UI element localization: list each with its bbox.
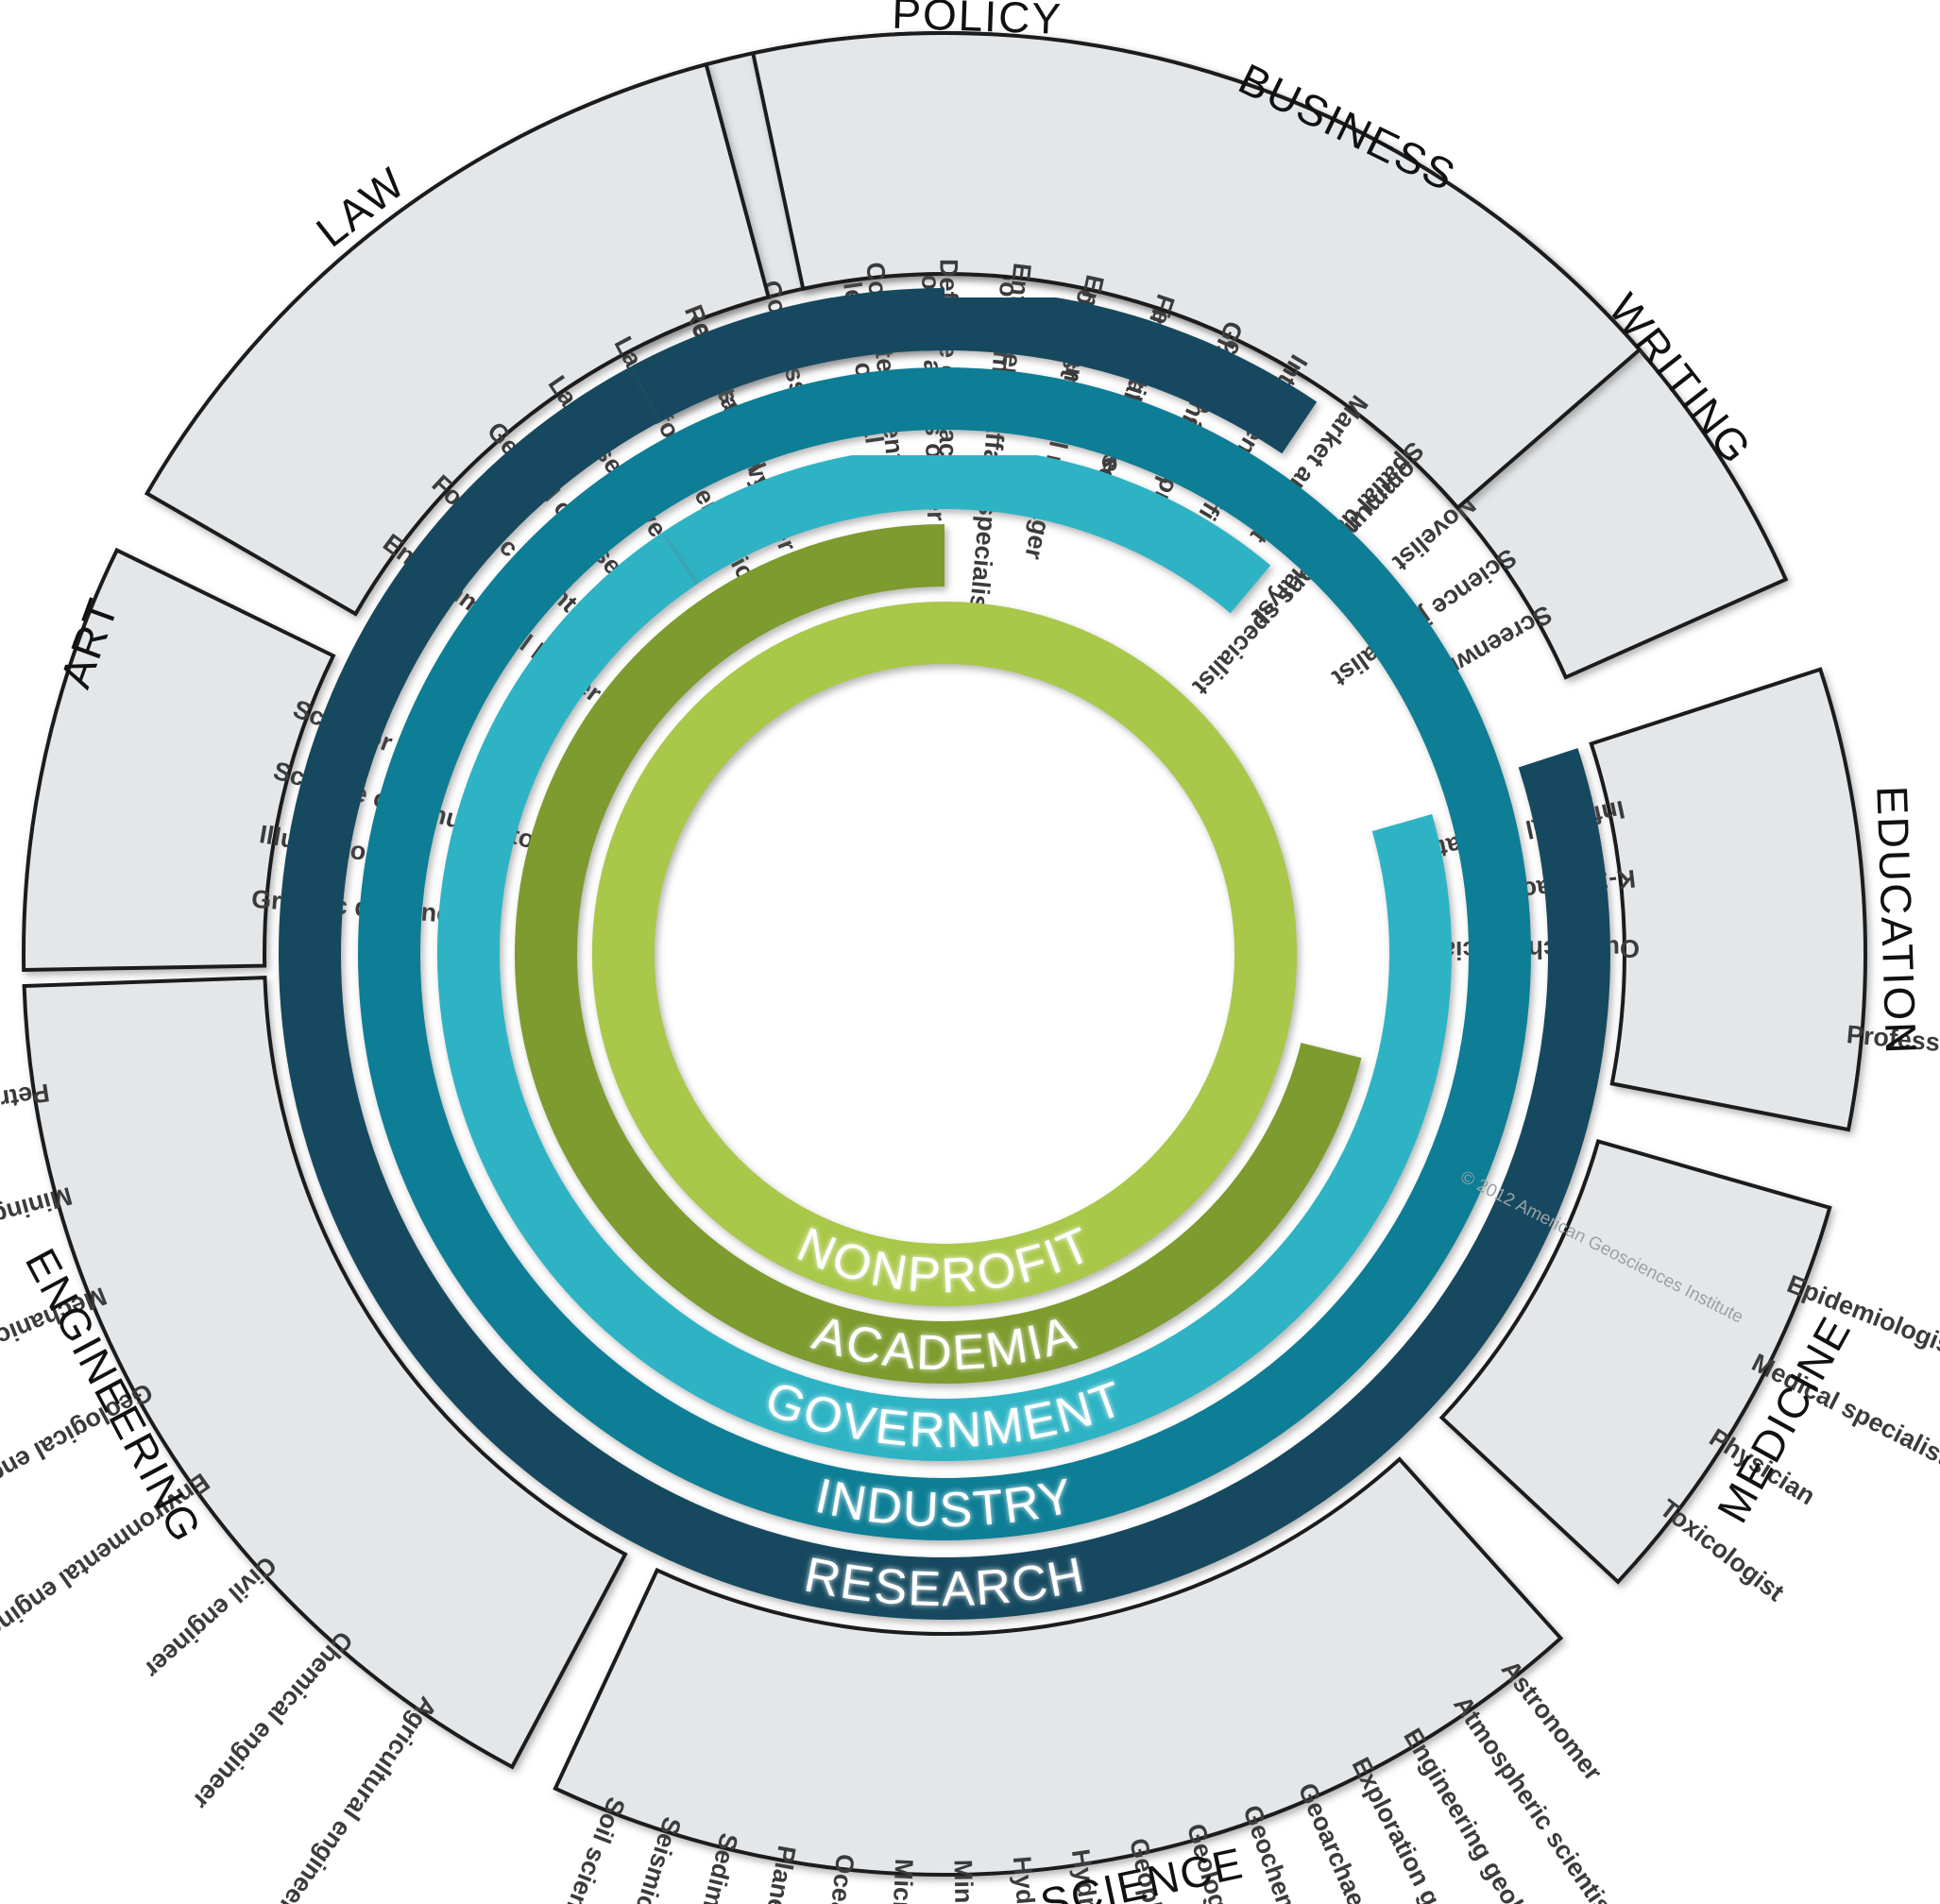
wedge-panel	[22, 547, 336, 973]
wedge-panel	[22, 976, 628, 1770]
job-title: Chemical engineer	[187, 1625, 358, 1814]
job-title: Geochemist	[1237, 1801, 1313, 1904]
wedge-panel	[144, 61, 772, 617]
field-label-education: EDUCATION	[1867, 785, 1926, 1056]
ring-arc	[660, 447, 1271, 614]
ring-arc	[515, 524, 1362, 1384]
job-title: Civil engineer	[139, 1551, 282, 1684]
wedge-panel	[750, 31, 1642, 511]
ring-arc	[279, 288, 1610, 1620]
ring-arc	[592, 602, 1297, 1307]
job-title: Soil scientist	[547, 1794, 630, 1904]
sector-ring-government[interactable]	[437, 447, 1452, 1461]
wedge-panel	[1589, 667, 1867, 1132]
sector-ring-research[interactable]	[279, 288, 1610, 1620]
ring-label-nonprofit: NONPROFIT	[790, 1217, 1099, 1304]
wedge-panel	[1438, 1138, 1832, 1585]
wedge-panel	[553, 1456, 1564, 1877]
sector-ring-academia[interactable]	[515, 524, 1362, 1384]
ring-arc	[358, 367, 1531, 1541]
job-title: Mineralogist	[949, 1860, 980, 1904]
sector-ring-industry[interactable]	[358, 367, 1531, 1541]
sector-ring-nonprofit[interactable]	[592, 602, 1297, 1307]
job-title: Atmospheric scientist	[1448, 1691, 1623, 1904]
ring-arc	[632, 288, 1318, 454]
ring-arc	[437, 533, 1452, 1461]
field-label-policy: POLICY	[891, 0, 1063, 43]
job-title: Novelist	[1387, 490, 1481, 576]
sector-rings-group	[279, 288, 1610, 1620]
job-title: Agricultural engineer	[273, 1692, 442, 1904]
